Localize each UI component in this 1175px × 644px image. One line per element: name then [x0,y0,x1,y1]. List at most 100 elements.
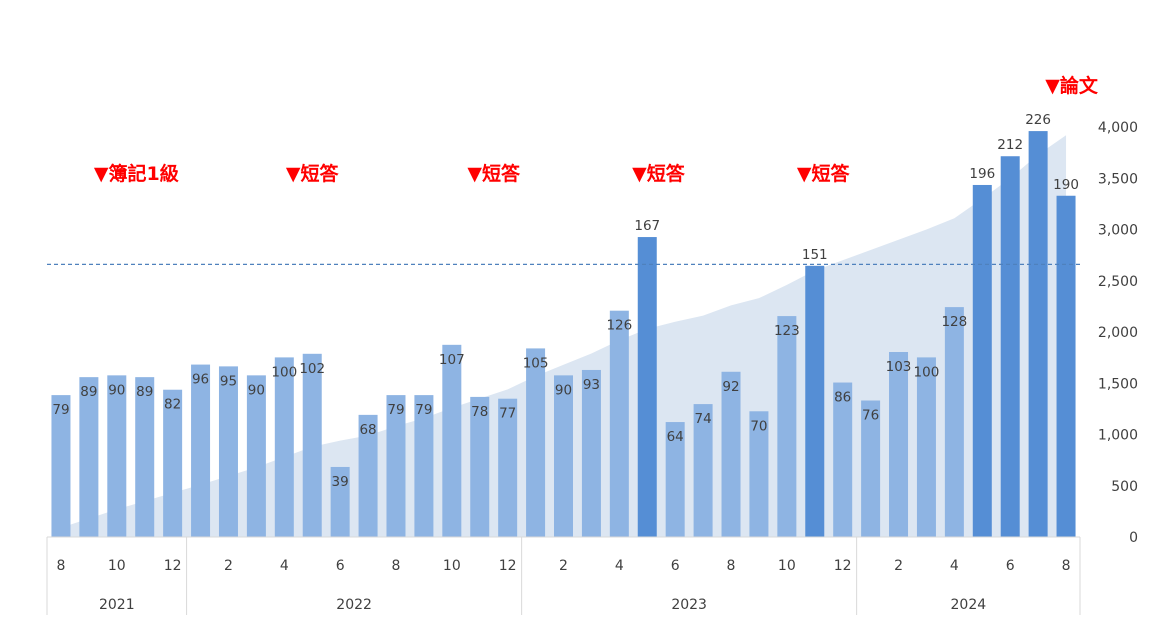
y2-tick-label: 500 [1111,479,1138,495]
data-label: 82 [164,397,181,413]
data-label: 89 [136,384,153,400]
y2-tick-label: 0 [1129,530,1138,546]
bar [1056,195,1076,537]
data-label: 96 [192,372,209,388]
data-label: 76 [862,408,879,424]
bar [861,400,881,537]
bar [330,466,350,537]
bar [135,377,155,537]
bar [916,357,936,537]
x-tick-label: 4 [950,558,959,574]
bar [554,375,573,537]
bar [1000,156,1020,537]
x-tick-label: 12 [164,558,182,574]
year-label: 2024 [951,597,987,613]
bar [302,353,322,537]
data-label: 128 [941,314,967,330]
data-label: 95 [220,373,237,389]
data-label: 79 [52,402,69,418]
bar [749,411,769,537]
x-tick-label: 6 [336,558,345,574]
x-tick-label: 10 [108,558,126,574]
bar [609,310,629,537]
x-tick-label: 8 [56,558,65,574]
exam-annotation: ▼論文 [1045,74,1099,97]
bar [414,395,434,537]
data-label: 151 [802,247,828,263]
data-label: 107 [439,352,465,368]
data-label: 196 [969,166,995,182]
exam-annotation: ▼短答 [632,162,686,185]
y2-tick-label: 3,500 [1098,171,1138,187]
data-label: 226 [1025,112,1051,128]
y2-tick-label: 2,500 [1098,274,1138,290]
data-label: 64 [667,429,684,445]
x-tick-label: 2 [894,558,903,574]
bar [581,369,601,537]
data-label: 103 [886,359,912,375]
x-tick-label: 6 [671,558,680,574]
data-label: 102 [299,361,325,377]
data-label: 90 [555,382,572,398]
data-label: 39 [332,474,349,490]
data-label: 79 [387,402,404,418]
exam-annotation: ▼簿記1級 [94,162,179,185]
year-label: 2023 [671,597,707,613]
bar [665,422,685,537]
data-label: 93 [583,377,600,393]
year-label: 2021 [99,597,135,613]
data-label: 90 [108,382,125,398]
bar [498,398,518,537]
data-label: 90 [248,382,265,398]
data-label: 77 [499,406,516,422]
bar [526,348,546,537]
bar [442,344,462,537]
bar [637,237,657,537]
data-label: 167 [634,218,660,234]
bar [944,307,964,537]
bar [1028,131,1048,537]
y2-tick-label: 2,000 [1098,325,1138,341]
bar [218,366,238,537]
year-label: 2022 [336,597,372,613]
bar [358,414,378,537]
bar [246,375,266,537]
x-tick-label: 2 [559,558,568,574]
bar [163,389,183,537]
data-label: 79 [415,402,432,418]
x-tick-label: 8 [727,558,736,574]
x-tick-label: 12 [834,558,852,574]
x-tick-label: 4 [280,558,289,574]
data-label: 78 [471,404,488,420]
y2-tick-label: 3,000 [1098,223,1138,239]
bar [386,395,406,537]
y2-tick-label: 1,500 [1098,376,1138,392]
exam-annotation: ▼短答 [467,162,521,185]
data-label: 86 [834,390,851,406]
bar [833,382,853,537]
data-label: 92 [722,379,739,395]
data-label: 126 [606,318,632,334]
x-tick-label: 6 [1006,558,1015,574]
data-label: 190 [1053,177,1079,193]
data-label: 123 [774,323,800,339]
data-label: 212 [997,137,1023,153]
bar [805,265,825,537]
bar [972,184,992,537]
data-label: 100 [914,364,940,380]
x-tick-label: 10 [443,558,461,574]
bar [693,404,713,537]
data-label: 100 [271,364,297,380]
bar [274,357,294,537]
exam-annotation: ▼短答 [797,162,851,185]
bar [721,371,741,537]
x-tick-label: 10 [778,558,796,574]
bar [79,377,99,537]
bar [889,352,909,537]
data-label: 70 [750,418,767,434]
x-tick-label: 2 [224,558,233,574]
data-label: 68 [359,422,376,438]
bar [51,395,71,537]
